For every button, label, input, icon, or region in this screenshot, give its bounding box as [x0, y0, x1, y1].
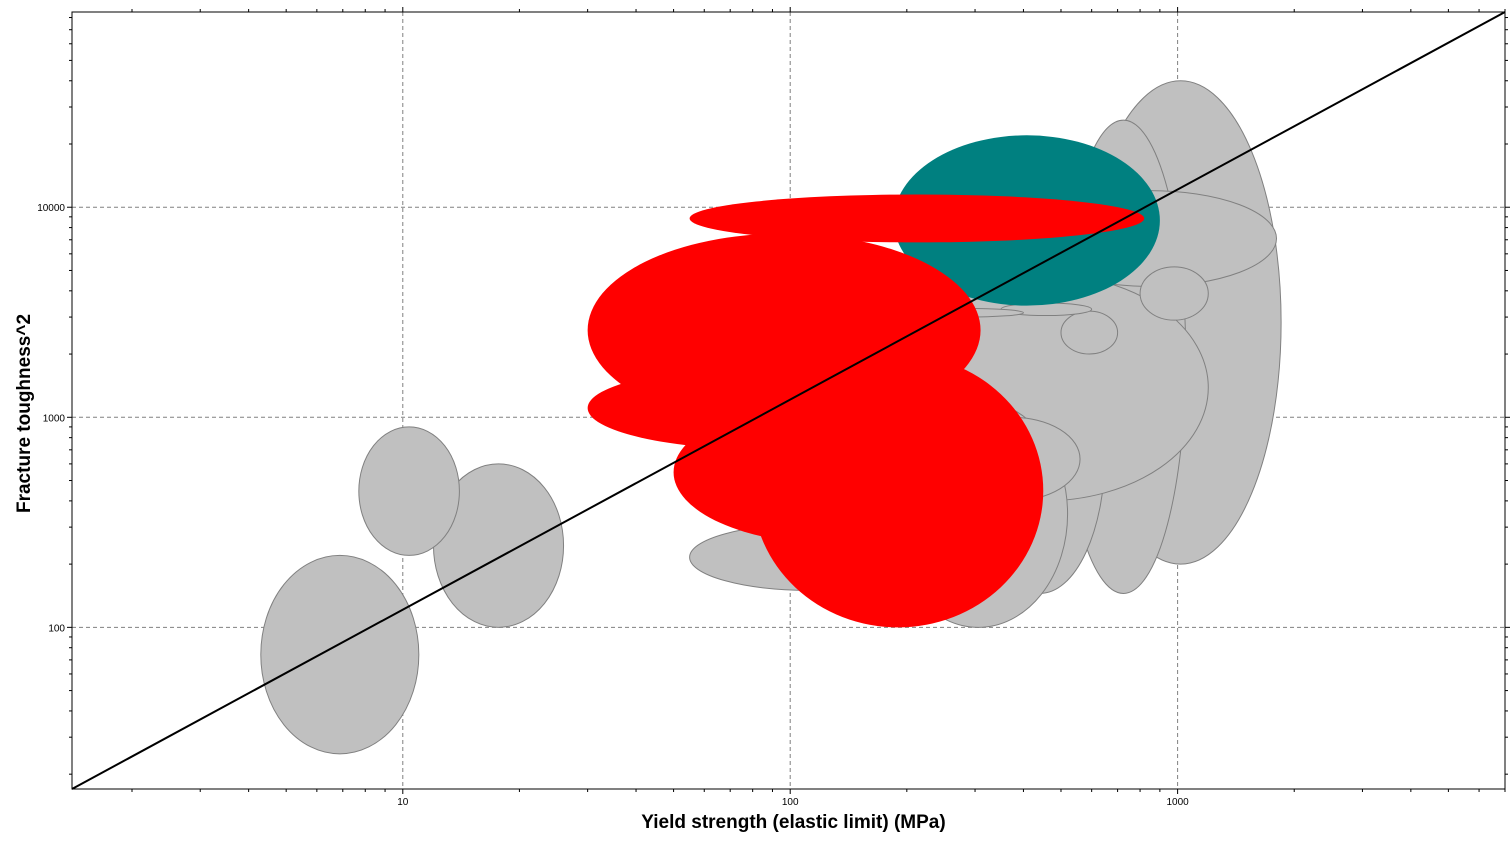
x-axis-title: Yield strength (elastic limit) (MPa)	[641, 812, 945, 833]
x-tick-label: 1000	[1166, 797, 1189, 808]
material-bubbles	[260, 80, 1282, 755]
grey-bubble	[260, 554, 420, 755]
y-tick-label: 1000	[43, 413, 66, 424]
plot-frame	[71, 11, 1506, 790]
red-bubble	[673, 400, 992, 544]
red-bubble	[689, 194, 1145, 243]
guide-line	[71, 11, 1506, 790]
y-tick-label: 10000	[37, 203, 65, 214]
grey-bubble	[358, 426, 460, 556]
guide-line-segment	[71, 11, 1506, 790]
x-tick-label: 10	[397, 797, 409, 808]
x-tick-label: 100	[782, 797, 799, 808]
grey-bubble	[1060, 310, 1119, 355]
axis-ticks: 10 100 1000 100 1000 10000	[37, 7, 1510, 808]
y-axis-title: Fracture toughness^2	[14, 314, 35, 513]
y-tick-label: 100	[48, 623, 65, 634]
grey-bubble	[1139, 266, 1209, 321]
